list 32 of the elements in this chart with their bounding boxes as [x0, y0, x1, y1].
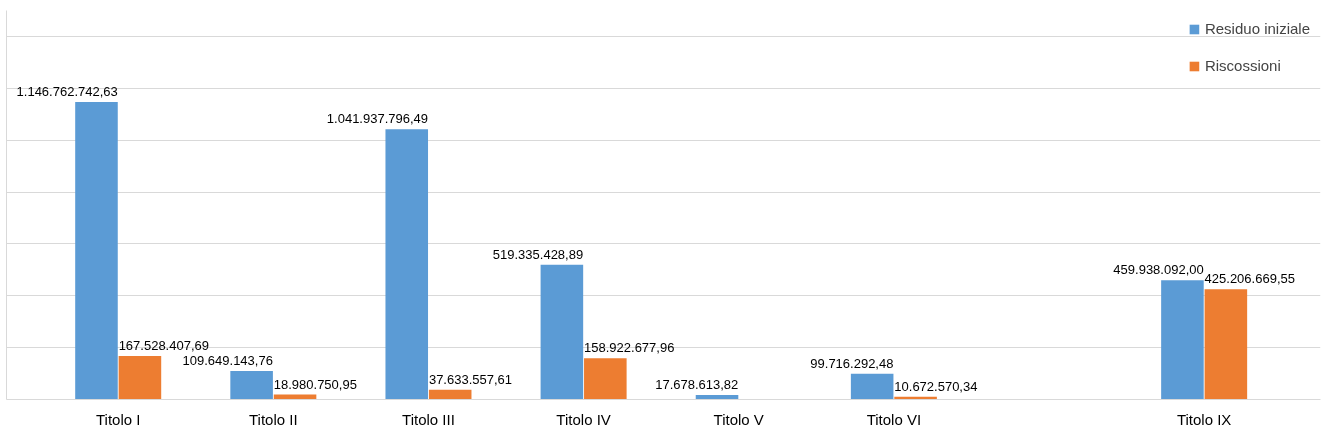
data-label: 1.146.762.742,63 — [16, 84, 118, 100]
data-label: 37.633.557,61 — [428, 371, 513, 387]
x-tick-label: Titolo VI — [866, 410, 922, 428]
x-tick-label: Titolo III — [402, 410, 455, 428]
bar — [75, 102, 118, 400]
data-label: 1.041.937.796,49 — [326, 111, 429, 127]
x-tick-label: Titolo I — [95, 410, 141, 428]
data-label: 99.716.292,48 — [810, 355, 894, 371]
x-tick-label: Titolo IV — [556, 410, 611, 428]
data-label: 459.938.092,00 — [1113, 262, 1204, 278]
data-label: 10.672.570,34 — [894, 378, 978, 394]
bar — [540, 264, 584, 400]
x-tick-label: Titolo V — [713, 410, 764, 428]
x-tick-label: Titolo II — [249, 410, 298, 428]
x-tick-label: Titolo IX — [1176, 410, 1232, 428]
legend-label: Residuo iniziale — [1204, 20, 1310, 37]
bar — [230, 371, 273, 400]
data-label: 519.335.428,89 — [492, 246, 584, 262]
bar — [118, 356, 162, 400]
bar — [584, 358, 627, 400]
data-label: 17.678.613,82 — [655, 376, 739, 392]
data-label: 425.206.669,55 — [1204, 271, 1295, 287]
legend-label: Riscossioni — [1204, 57, 1281, 74]
bar — [1204, 289, 1248, 400]
bar — [850, 373, 894, 400]
data-label: 18.980.750,95 — [273, 376, 357, 392]
bar — [1161, 280, 1204, 400]
bar — [428, 389, 472, 400]
data-label: 109.649.143,76 — [182, 353, 273, 369]
data-label: 158.922.677,96 — [584, 340, 675, 356]
bar — [385, 129, 429, 400]
data-label: 167.528.407,69 — [118, 338, 210, 354]
